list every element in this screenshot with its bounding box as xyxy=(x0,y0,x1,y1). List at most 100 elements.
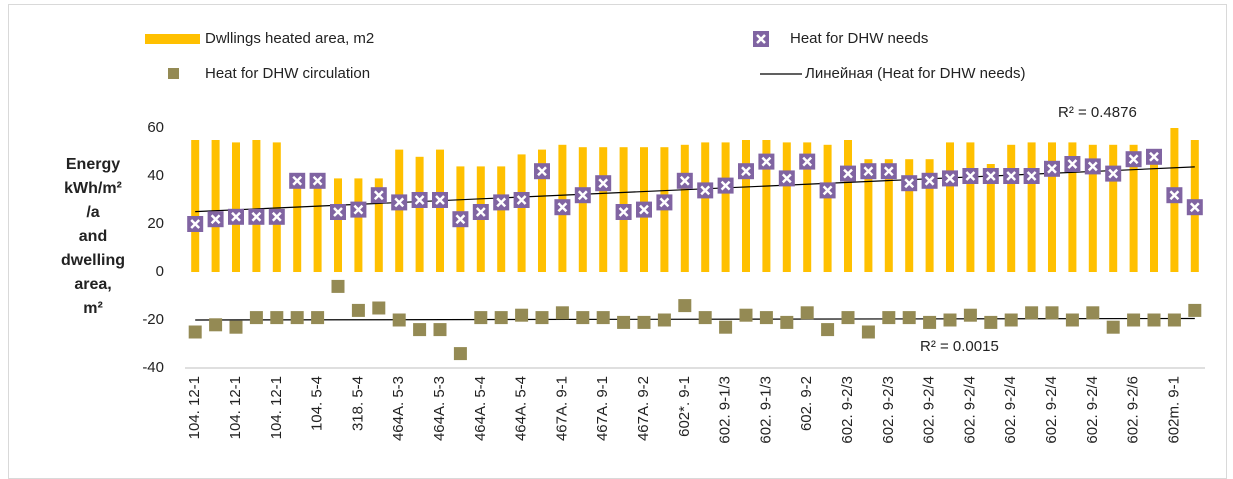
marker-cross xyxy=(1108,168,1119,179)
marker-cross xyxy=(985,171,996,181)
circulation-marker xyxy=(596,311,610,325)
circulation-marker xyxy=(882,311,896,325)
y-tick-label: -20 xyxy=(142,311,164,328)
circulation-marker xyxy=(800,306,814,320)
dhw-needs-marker xyxy=(880,163,897,180)
circulation-marker xyxy=(739,308,753,322)
circulation-marker xyxy=(351,303,365,317)
circulation-marker xyxy=(841,311,855,325)
marker-cross xyxy=(924,175,935,186)
marker-cross xyxy=(455,214,466,225)
bar xyxy=(578,147,587,272)
marker-cross xyxy=(659,197,670,208)
y-tick-label: -40 xyxy=(142,359,164,376)
dhw-needs-marker xyxy=(656,194,673,211)
bar xyxy=(232,142,240,272)
marker-cross xyxy=(210,214,221,225)
x-tick-label: 104. 12-1 xyxy=(227,376,244,439)
marker-cross xyxy=(1087,161,1098,172)
bar xyxy=(742,140,750,272)
x-tick-label: 602. 9-1/3 xyxy=(717,376,734,444)
circulation-marker xyxy=(413,323,427,337)
legend-label: Dwllings heated area, m2 xyxy=(205,30,374,47)
bar xyxy=(986,164,995,272)
bar xyxy=(680,144,689,272)
dhw-needs-marker xyxy=(1003,168,1020,184)
marker-cross xyxy=(700,185,711,196)
circulation-marker xyxy=(1065,313,1079,327)
marker-cross xyxy=(475,207,486,217)
x-tick-label: 602. 9-1/3 xyxy=(757,376,774,444)
marker-cross xyxy=(394,197,405,208)
marker-cross xyxy=(577,190,588,201)
bar xyxy=(436,149,444,272)
marker-cross xyxy=(1149,151,1159,162)
x-tick-label: 602m. 9-1 xyxy=(1165,376,1182,444)
marker-cross xyxy=(945,173,955,184)
bar xyxy=(1129,144,1138,272)
marker-cross xyxy=(1006,171,1017,181)
marker-cross xyxy=(373,190,384,201)
dhw-needs-marker xyxy=(819,182,836,199)
bar xyxy=(905,159,914,272)
circulation-marker xyxy=(576,311,590,325)
circulation-marker xyxy=(1106,320,1120,334)
y-axis-title: /a xyxy=(86,204,99,221)
x-tick-label: 464A. 5-4 xyxy=(472,376,489,441)
dhw-needs-marker xyxy=(574,187,591,204)
circulation-marker xyxy=(453,347,467,361)
bar xyxy=(517,154,526,272)
bar xyxy=(599,147,608,272)
dhw-needs-marker xyxy=(370,187,387,204)
y-axis-title: dwelling xyxy=(61,252,125,269)
circulation-marker xyxy=(678,299,692,313)
marker-cross xyxy=(1026,171,1037,181)
marker-cross xyxy=(312,175,323,186)
bar xyxy=(313,180,322,272)
circulation-marker xyxy=(861,325,875,339)
x-tick-label: 602. 9-2/4 xyxy=(1002,376,1019,444)
dhw-needs-marker xyxy=(391,194,408,211)
bar xyxy=(1088,144,1097,272)
bar xyxy=(272,142,281,272)
y-axis-title: Energy xyxy=(66,156,120,173)
circulation-marker xyxy=(433,323,447,337)
dhw-needs-marker xyxy=(534,163,550,180)
dhw-needs-marker xyxy=(921,172,938,189)
circulation-marker xyxy=(821,323,835,337)
marker-cross xyxy=(557,202,568,213)
x-tick-label: 602. 9-2/4 xyxy=(921,376,938,444)
bar xyxy=(762,140,771,272)
dhw-needs-marker xyxy=(1105,165,1122,182)
circulation-marker xyxy=(719,320,733,334)
bar xyxy=(1068,142,1077,272)
marker-cross xyxy=(537,166,547,177)
y-tick-label: 60 xyxy=(147,119,164,136)
circulation-marker xyxy=(984,315,998,329)
marker-cross xyxy=(1067,159,1078,169)
marker-cross xyxy=(516,195,527,205)
bar xyxy=(1109,144,1118,272)
legend-label: Линейная (Heat for DHW needs) xyxy=(805,65,1026,82)
dhw-needs-marker xyxy=(228,208,244,225)
dhw-needs-marker xyxy=(207,211,224,228)
marker-cross xyxy=(618,207,629,217)
bar xyxy=(252,140,261,272)
dhw-needs-marker xyxy=(840,165,856,182)
circulation-marker xyxy=(923,315,937,329)
dhw-needs-marker xyxy=(901,175,918,192)
circulation-marker xyxy=(963,308,977,322)
dhw-needs-marker xyxy=(309,172,326,189)
marker-cross xyxy=(1189,202,1200,213)
dhw-needs-marker xyxy=(554,199,571,216)
x-tick-label: 602. 9-2/3 xyxy=(880,376,897,444)
marker-cross xyxy=(190,219,201,229)
marker-cross xyxy=(639,204,649,215)
marker-cross xyxy=(435,195,445,205)
y-axis-title: m² xyxy=(83,300,103,317)
marker-cross xyxy=(720,180,731,191)
bar xyxy=(1048,142,1056,272)
x-tick-label: 602. 9-2/4 xyxy=(961,376,978,444)
dhw-needs-marker xyxy=(615,204,632,220)
